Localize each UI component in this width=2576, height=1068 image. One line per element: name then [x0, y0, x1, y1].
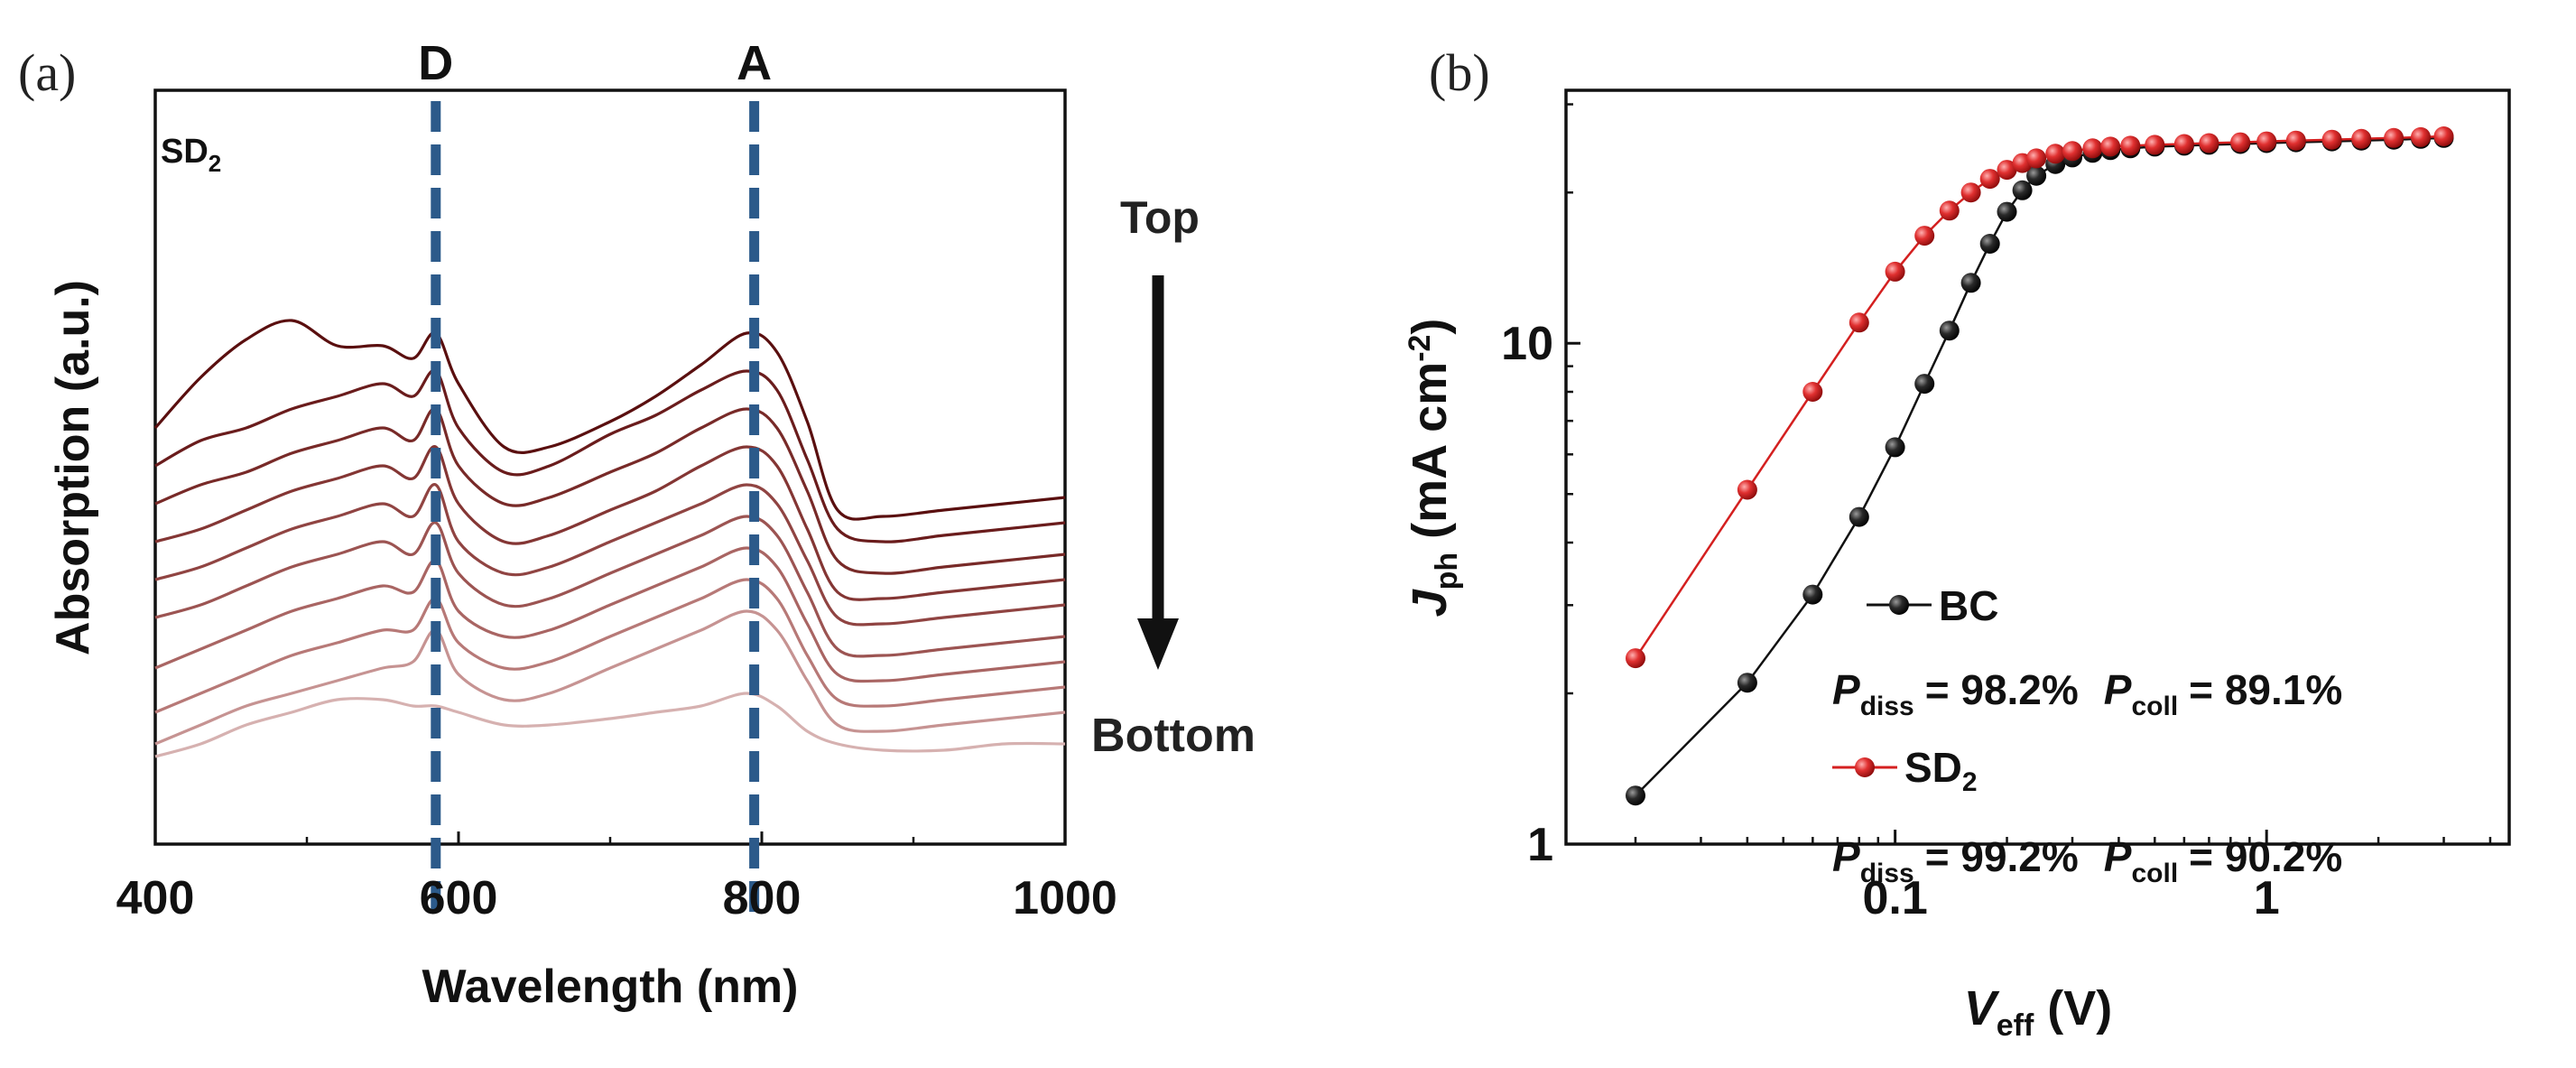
data-point-bc — [1802, 584, 1823, 605]
absorption-curve-8 — [154, 578, 1066, 714]
data-point-sd2 — [2082, 138, 2103, 159]
sd2-efficiency-text: Pdiss = 99.2% Pcoll = 90.2% — [1832, 833, 2342, 888]
x-axis-label-b: Veff (V) — [1964, 981, 2113, 1043]
data-point-sd2 — [2411, 126, 2431, 147]
data-point-sd2 — [2173, 134, 2194, 154]
x-tick-label-400: 400 — [116, 872, 195, 924]
legend-marker-sd2 — [1855, 757, 1875, 777]
data-point-sd2 — [2230, 132, 2251, 153]
data-point-sd2 — [2351, 128, 2372, 149]
axis-ticks-b: 0.1 1 1 10 — [1501, 103, 2492, 924]
absorption-curve-3 — [154, 407, 1066, 575]
y-axis-label-b: Jph (mA cm-2) — [1403, 319, 1464, 618]
marker-label-d: D — [418, 36, 453, 90]
absorption-curve-6 — [154, 515, 1066, 658]
data-point-sd2 — [1626, 648, 1645, 669]
data-point-sd2 — [1885, 261, 1905, 282]
x-tick-label-600: 600 — [420, 872, 498, 924]
data-point-sd2 — [2433, 126, 2454, 146]
data-point-bc — [1997, 201, 2017, 222]
x-tick-label-b-0.1: 0.1 — [1862, 872, 1927, 924]
data-point-sd2 — [1939, 200, 1960, 221]
legend-marker-bc — [1889, 595, 1909, 615]
bottom-label: Bottom — [1091, 710, 1256, 762]
data-point-bc — [1960, 273, 1981, 293]
data-point-sd2 — [2026, 148, 2047, 169]
panel-b: (b) 0.1 1 1 10 BC Pdiss = 98.2% Pcoll = 89.1% … — [1403, 43, 2511, 1043]
data-point-sd2 — [1802, 382, 1823, 402]
absorption-curve-10 — [154, 692, 1066, 758]
bc-efficiency-text: Pdiss = 98.2% Pcoll = 89.1% — [1832, 666, 2342, 721]
series-sd2 — [1626, 126, 2454, 669]
data-point-sd2 — [1997, 160, 2017, 181]
data-point-sd2 — [2384, 127, 2405, 148]
y-axis-label-a: Absorption (a.u.) — [47, 280, 99, 655]
legend-label-bc: BC — [1939, 582, 1998, 629]
data-point-sd2 — [1849, 312, 1869, 333]
jph-series — [1626, 126, 2454, 806]
absorption-curve-1 — [153, 319, 1066, 521]
absorption-curve-2 — [154, 368, 1066, 543]
panel-a-label: (a) — [18, 43, 76, 102]
data-point-bc — [1914, 374, 1935, 395]
x-tick-label-800: 800 — [723, 872, 802, 924]
legend-label-sd2: SD2 — [1904, 744, 1978, 797]
series-line-sd2 — [1634, 135, 2444, 659]
data-point-sd2 — [2100, 136, 2121, 157]
data-point-sd2 — [1737, 479, 1757, 500]
data-point-sd2 — [2120, 135, 2141, 156]
data-point-sd2 — [2145, 135, 2165, 155]
data-point-sd2 — [2045, 144, 2066, 164]
plot-b-frame — [1564, 88, 2511, 846]
plot-a-frame — [153, 88, 1067, 846]
data-point-sd2 — [1960, 182, 1981, 203]
data-point-sd2 — [2199, 133, 2219, 153]
data-point-sd2 — [2256, 131, 2277, 152]
data-point-sd2 — [2321, 129, 2342, 150]
data-point-bc — [2012, 180, 2033, 200]
absorption-curve-4 — [154, 445, 1066, 601]
data-point-sd2 — [2285, 130, 2306, 151]
data-point-sd2 — [2062, 141, 2082, 162]
x-axis-label-a: Wavelength (nm) — [422, 961, 799, 1013]
data-point-sd2 — [1979, 169, 2000, 190]
absorption-curve-9 — [154, 609, 1066, 746]
legend-entry-bc: BC — [1867, 582, 1998, 629]
legend-entry-sd2: SD2 — [1832, 744, 1978, 797]
absorption-curve-7 — [154, 546, 1066, 683]
x-axis-ticks-a: 400 600 800 1000 — [116, 831, 1117, 924]
data-point-bc — [1979, 234, 2000, 254]
legend: BC Pdiss = 98.2% Pcoll = 89.1% SD2 Pdiss = 9… — [1832, 582, 2342, 888]
data-point-bc — [1737, 673, 1757, 693]
series-line-bc — [1635, 136, 2444, 797]
x-tick-label-1000: 1000 — [1013, 872, 1117, 924]
data-point-bc — [2026, 165, 2047, 186]
top-label: Top — [1120, 192, 1200, 243]
data-point-bc — [1939, 320, 1960, 341]
data-point-bc — [1885, 437, 1905, 458]
data-point-bc — [1849, 506, 1869, 527]
data-point-sd2 — [1914, 226, 1935, 246]
x-tick-label-b-1: 1 — [2254, 872, 2280, 924]
absorption-curve-5 — [154, 483, 1066, 627]
direction-arrow-head — [1137, 618, 1179, 670]
panel-b-label: (b) — [1429, 43, 1490, 102]
y-tick-label-b-1: 1 — [1527, 819, 1553, 871]
y-tick-label-b-10: 10 — [1501, 318, 1553, 370]
absorption-curves — [153, 319, 1066, 758]
sample-label: SD2 — [161, 133, 221, 177]
data-point-bc — [1626, 785, 1645, 806]
marker-label-a: A — [737, 36, 772, 90]
